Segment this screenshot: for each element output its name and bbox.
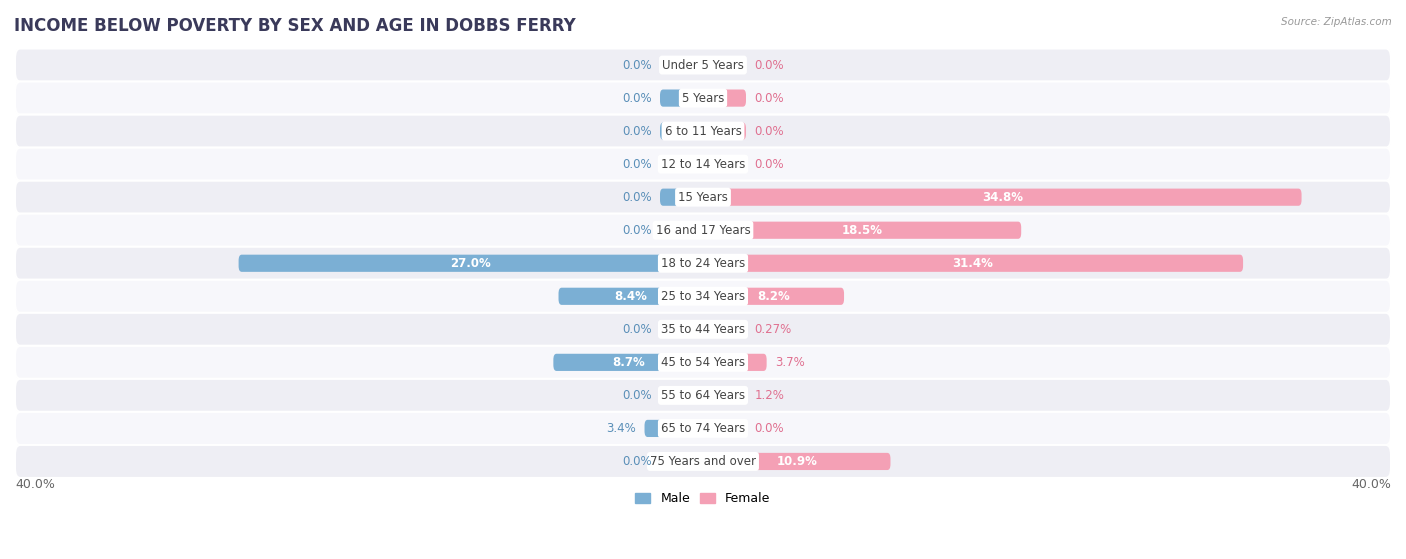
FancyBboxPatch shape xyxy=(659,188,703,206)
Text: 6 to 11 Years: 6 to 11 Years xyxy=(665,125,741,138)
Text: 0.0%: 0.0% xyxy=(621,125,651,138)
FancyBboxPatch shape xyxy=(659,387,703,404)
Text: 3.7%: 3.7% xyxy=(775,356,806,369)
Text: 8.4%: 8.4% xyxy=(614,290,647,303)
FancyBboxPatch shape xyxy=(703,354,766,371)
FancyBboxPatch shape xyxy=(15,181,1391,214)
FancyBboxPatch shape xyxy=(703,56,747,74)
FancyBboxPatch shape xyxy=(558,288,703,305)
FancyBboxPatch shape xyxy=(703,122,747,140)
Text: 34.8%: 34.8% xyxy=(981,191,1022,203)
Text: 0.0%: 0.0% xyxy=(755,59,785,72)
Text: 55 to 64 Years: 55 to 64 Years xyxy=(661,389,745,402)
Text: 75 Years and over: 75 Years and over xyxy=(650,455,756,468)
Legend: Male, Female: Male, Female xyxy=(630,487,776,510)
FancyBboxPatch shape xyxy=(659,321,703,338)
Text: 1.2%: 1.2% xyxy=(755,389,785,402)
Text: 0.0%: 0.0% xyxy=(755,158,785,170)
Text: 0.0%: 0.0% xyxy=(621,158,651,170)
FancyBboxPatch shape xyxy=(703,387,747,404)
FancyBboxPatch shape xyxy=(659,453,703,470)
Text: 12 to 14 Years: 12 to 14 Years xyxy=(661,158,745,170)
FancyBboxPatch shape xyxy=(703,155,747,173)
Text: 40.0%: 40.0% xyxy=(1351,478,1391,491)
Text: 45 to 54 Years: 45 to 54 Years xyxy=(661,356,745,369)
FancyBboxPatch shape xyxy=(15,346,1391,379)
Text: 10.9%: 10.9% xyxy=(776,455,817,468)
Text: 65 to 74 Years: 65 to 74 Years xyxy=(661,422,745,435)
Text: 40.0%: 40.0% xyxy=(15,478,55,491)
FancyBboxPatch shape xyxy=(239,255,703,272)
FancyBboxPatch shape xyxy=(644,420,703,437)
FancyBboxPatch shape xyxy=(15,445,1391,478)
FancyBboxPatch shape xyxy=(659,89,703,107)
FancyBboxPatch shape xyxy=(15,412,1391,445)
Text: 18.5%: 18.5% xyxy=(842,224,883,236)
FancyBboxPatch shape xyxy=(15,82,1391,115)
Text: 16 and 17 Years: 16 and 17 Years xyxy=(655,224,751,236)
Text: 18 to 24 Years: 18 to 24 Years xyxy=(661,257,745,270)
Text: 0.0%: 0.0% xyxy=(621,59,651,72)
FancyBboxPatch shape xyxy=(659,221,703,239)
FancyBboxPatch shape xyxy=(703,453,890,470)
FancyBboxPatch shape xyxy=(703,321,747,338)
FancyBboxPatch shape xyxy=(659,122,703,140)
Text: 0.0%: 0.0% xyxy=(621,323,651,336)
FancyBboxPatch shape xyxy=(703,288,844,305)
FancyBboxPatch shape xyxy=(15,214,1391,247)
Text: 0.0%: 0.0% xyxy=(755,422,785,435)
Text: 0.0%: 0.0% xyxy=(621,92,651,105)
Text: 3.4%: 3.4% xyxy=(606,422,636,435)
Text: 15 Years: 15 Years xyxy=(678,191,728,203)
Text: 0.0%: 0.0% xyxy=(621,224,651,236)
Text: 8.2%: 8.2% xyxy=(758,290,790,303)
FancyBboxPatch shape xyxy=(703,89,747,107)
Text: 0.27%: 0.27% xyxy=(755,323,792,336)
Text: Under 5 Years: Under 5 Years xyxy=(662,59,744,72)
Text: 0.0%: 0.0% xyxy=(755,125,785,138)
FancyBboxPatch shape xyxy=(15,280,1391,313)
Text: INCOME BELOW POVERTY BY SEX AND AGE IN DOBBS FERRY: INCOME BELOW POVERTY BY SEX AND AGE IN D… xyxy=(14,17,576,35)
Text: 0.0%: 0.0% xyxy=(621,389,651,402)
FancyBboxPatch shape xyxy=(703,420,747,437)
Text: 35 to 44 Years: 35 to 44 Years xyxy=(661,323,745,336)
FancyBboxPatch shape xyxy=(554,354,703,371)
FancyBboxPatch shape xyxy=(15,49,1391,82)
FancyBboxPatch shape xyxy=(15,115,1391,148)
FancyBboxPatch shape xyxy=(15,247,1391,280)
Text: 0.0%: 0.0% xyxy=(621,191,651,203)
Text: 27.0%: 27.0% xyxy=(450,257,491,270)
FancyBboxPatch shape xyxy=(703,221,1021,239)
Text: 25 to 34 Years: 25 to 34 Years xyxy=(661,290,745,303)
Text: 31.4%: 31.4% xyxy=(953,257,994,270)
Text: 8.7%: 8.7% xyxy=(612,356,644,369)
FancyBboxPatch shape xyxy=(703,188,1302,206)
FancyBboxPatch shape xyxy=(15,148,1391,181)
Text: 5 Years: 5 Years xyxy=(682,92,724,105)
FancyBboxPatch shape xyxy=(659,56,703,74)
FancyBboxPatch shape xyxy=(703,255,1243,272)
Text: 0.0%: 0.0% xyxy=(621,455,651,468)
Text: Source: ZipAtlas.com: Source: ZipAtlas.com xyxy=(1281,17,1392,27)
FancyBboxPatch shape xyxy=(15,313,1391,346)
FancyBboxPatch shape xyxy=(659,155,703,173)
Text: 0.0%: 0.0% xyxy=(755,92,785,105)
FancyBboxPatch shape xyxy=(15,379,1391,412)
